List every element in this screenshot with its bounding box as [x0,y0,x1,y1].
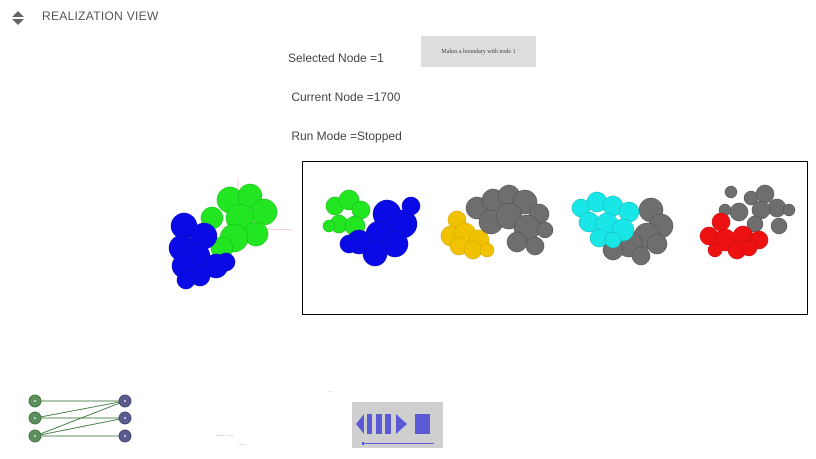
green-blob [200,183,278,260]
tiny-label-top: - - - [328,389,333,393]
svg-text:- - -: - - - [76,409,79,411]
component-cyan-gray[interactable] [567,180,677,290]
current-node-status: Current Node =1700 [288,90,401,104]
stop-icon[interactable] [415,414,431,434]
svg-text:- - -: - - - [56,409,59,411]
node-graph[interactable]: - - - - - - - - - - - - [22,388,138,448]
tooltip-box: Makes a boundary with node 1 [421,36,536,67]
playback-controls [352,402,443,448]
collapse-expand-icon[interactable] [11,10,25,26]
tiny-label-b: ------- [239,442,246,446]
progress-fill [362,442,365,445]
component-yellow-gray[interactable] [437,180,555,290]
view-title: REALIZATION VIEW [42,9,159,23]
step-back-icon[interactable] [356,413,374,435]
blue-blob [168,212,236,290]
selected-node-status: Selected Node =1 [288,51,384,65]
svg-text:- - -: - - - [56,427,59,429]
component-blue-green[interactable] [315,180,427,290]
pause-icon[interactable] [376,413,392,435]
tiny-label-a: --------- - ------ [216,433,234,437]
run-mode-status: Run Mode =Stopped [288,129,402,143]
play-icon[interactable] [396,413,408,435]
status-block: Selected Node =1 Current Node =1700 Run … [288,26,402,156]
components-panel [302,161,808,315]
svg-text:- - -: - - - [82,427,85,429]
component-red-gray[interactable] [695,180,799,290]
main-cluster-view[interactable] [160,170,300,300]
tooltip-text: Makes a boundary with node 1 [441,48,516,55]
progress-track[interactable] [362,442,434,445]
